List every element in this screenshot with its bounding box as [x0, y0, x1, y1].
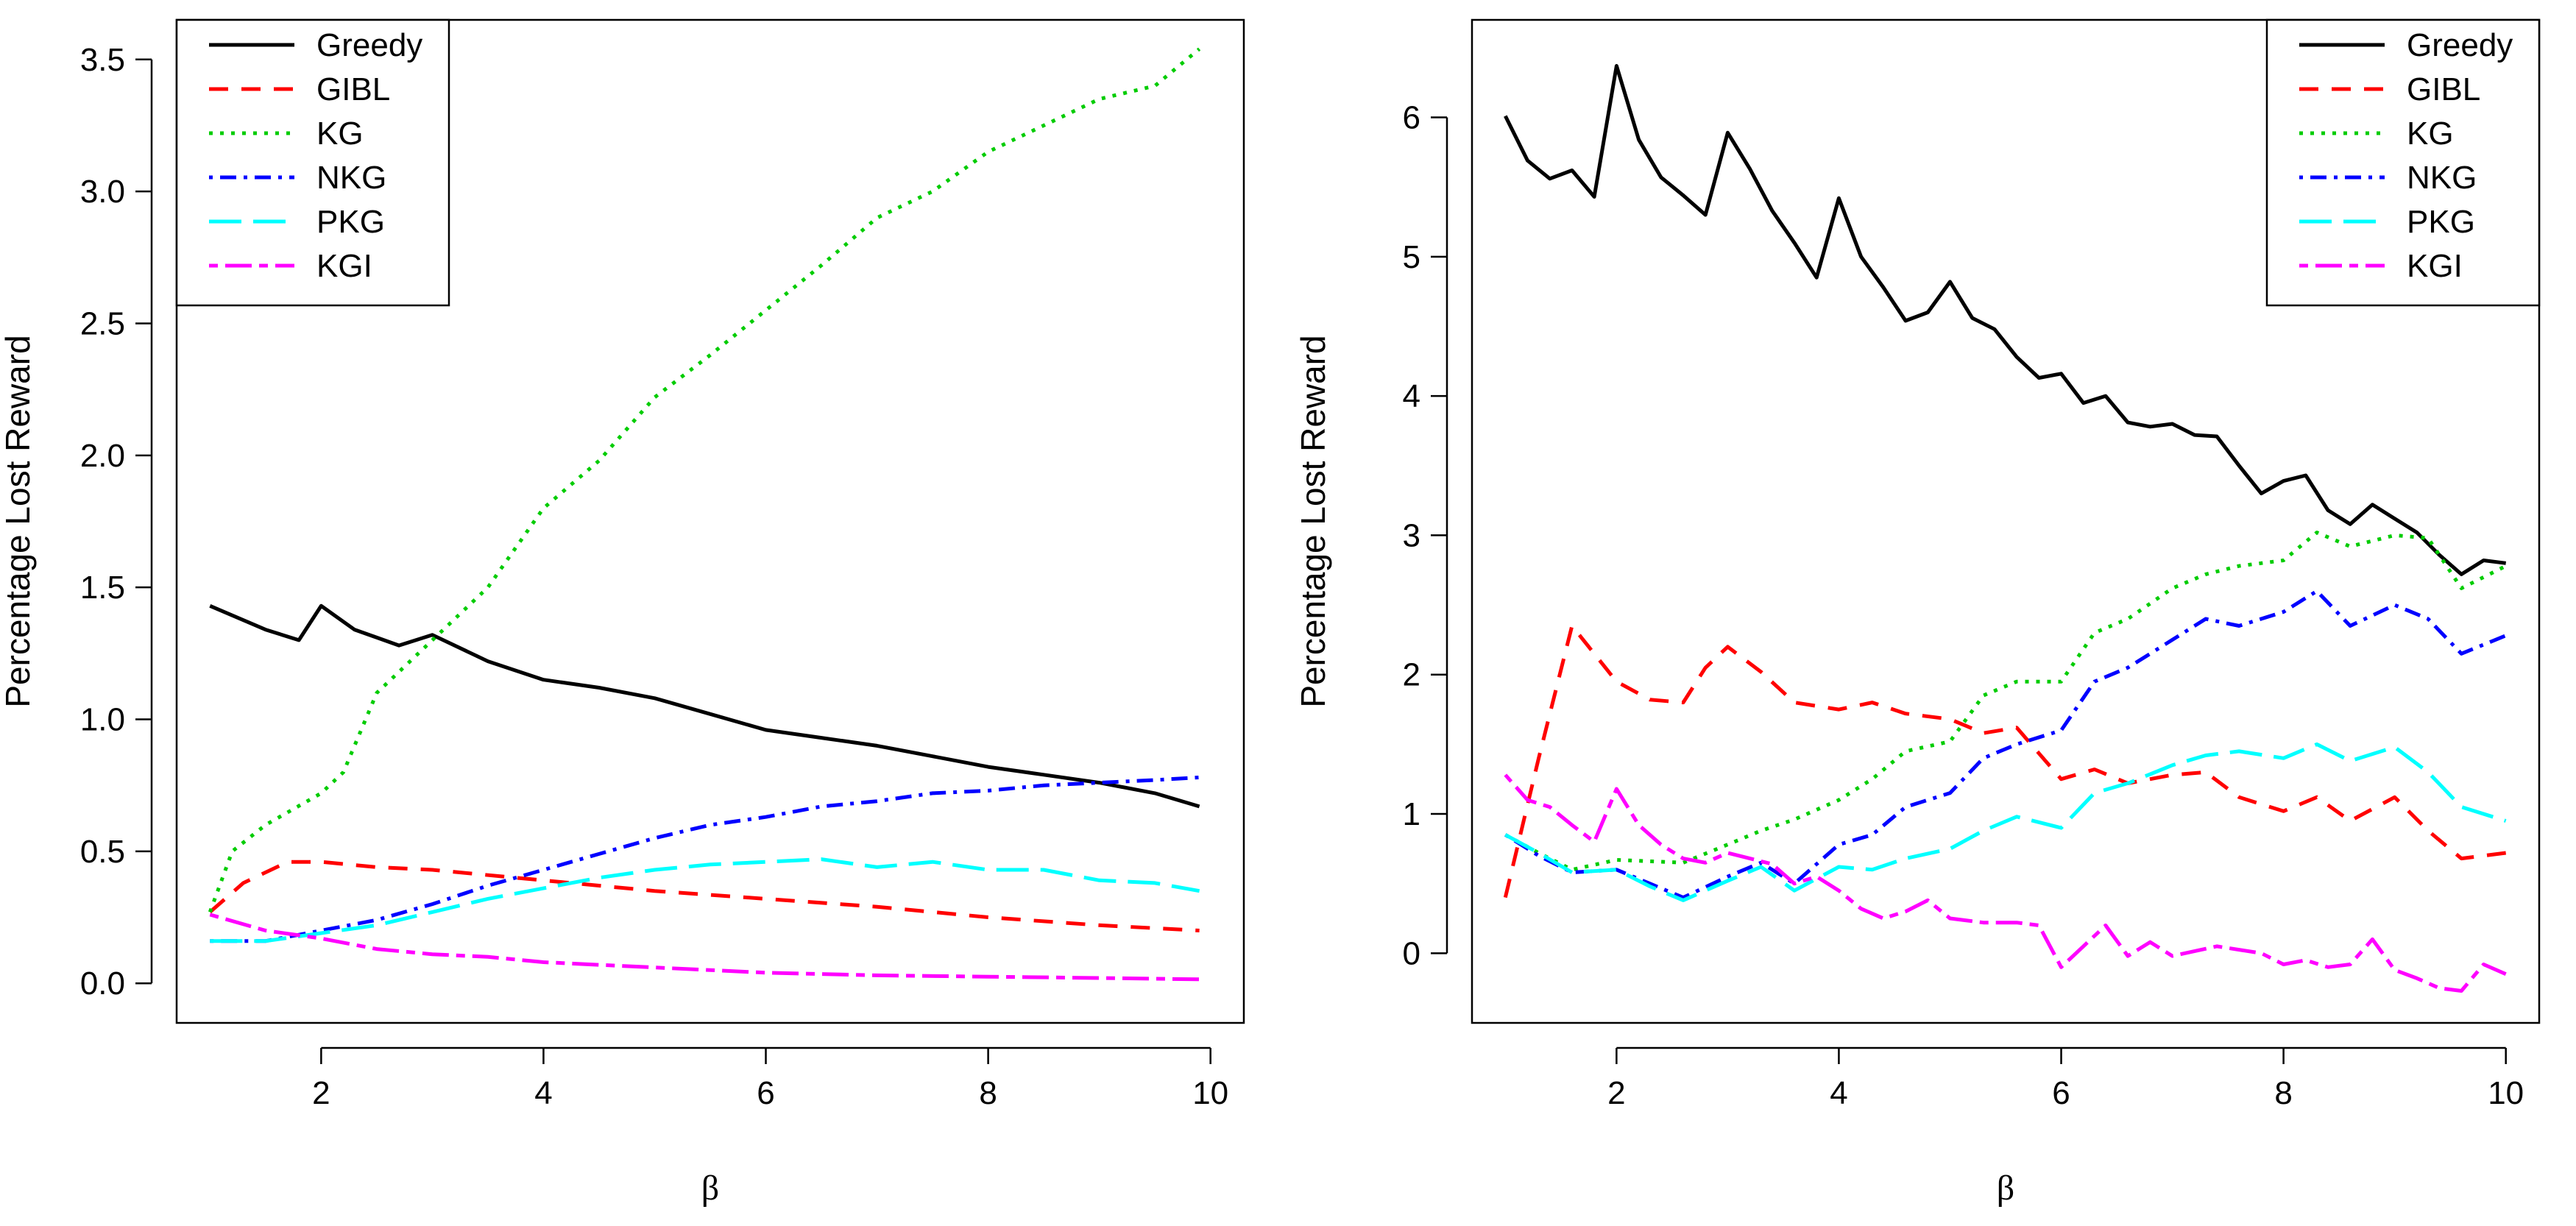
y-tick-label: 1.0: [80, 702, 125, 738]
legend-label-greedy: Greedy: [316, 27, 422, 63]
x-tick-label: 10: [1192, 1075, 1228, 1111]
chart-panel-1: 2 4 6 8 10 β 0.0 0.5 1.0 1.5 2.0 2.5 3.0 3.5 Percentag…: [0, 18, 1245, 1208]
y-axis: 0 1 2 3 4 5 6 Percentage Lost Reward: [1294, 100, 1448, 971]
series-line-kgi: [1504, 773, 2507, 993]
legend: Greedy GIBL KG NKG PKG KGI: [2265, 18, 2541, 307]
y-tick-label: 2: [1403, 657, 1420, 693]
y-tick-label: 3.5: [80, 42, 125, 78]
legend-box: [175, 18, 450, 307]
y-tick-label: 5: [1403, 239, 1420, 275]
legend-label-gibl: GIBL: [2407, 71, 2480, 107]
y-tick-label: 1: [1403, 796, 1420, 832]
series-line-gibl: [1503, 624, 2507, 899]
legend-label-gibl: GIBL: [316, 71, 390, 107]
x-axis-label: β: [701, 1169, 719, 1208]
y-tick-label: 0: [1403, 935, 1420, 971]
y-tick-label: 0.5: [80, 834, 125, 870]
legend: Greedy GIBL KG NKG PKG KGI: [175, 18, 450, 307]
y-tick-label: 4: [1403, 378, 1420, 414]
x-axis: 2 4 6 8 10 β: [1607, 1046, 2524, 1208]
y-tick-label: 3: [1403, 517, 1420, 553]
y-tick-label: 0.0: [80, 965, 125, 1002]
y-tick-label: 2.0: [80, 438, 125, 474]
legend-label-kg: KG: [316, 116, 364, 152]
y-axis-label: Percentage Lost Reward: [1294, 335, 1332, 707]
x-tick-label: 8: [979, 1075, 997, 1111]
series-line-kgi: [209, 913, 1200, 982]
legend-label-greedy: Greedy: [2407, 27, 2513, 63]
y-tick-label: 6: [1403, 100, 1420, 136]
series-group: [1503, 64, 2507, 993]
y-axis-label: Percentage Lost Reward: [0, 335, 37, 707]
y-tick-label: 1.5: [80, 570, 125, 606]
series-line-greedy: [209, 603, 1200, 809]
x-tick-label: 10: [2488, 1075, 2524, 1111]
x-tick-label: 4: [1830, 1075, 1847, 1111]
chart-panel-2: 2 4 6 8 10 β 0 1 2 3 4 5 6 Percentage Lost Reward Gree…: [1294, 18, 2541, 1208]
series-line-pkg: [210, 857, 1200, 943]
legend-label-pkg: PKG: [316, 204, 385, 240]
plot-frame: [1471, 18, 2541, 1024]
x-tick-label: 2: [1607, 1075, 1625, 1111]
x-tick-label: 4: [534, 1075, 552, 1111]
series-line-nkg: [1504, 589, 2507, 900]
x-tick-label: 8: [2274, 1075, 2292, 1111]
legend-box: [2265, 18, 2541, 307]
y-tick-label: 2.5: [80, 305, 125, 341]
series-line-pkg: [1504, 742, 2507, 902]
x-axis-label: β: [1997, 1169, 2014, 1208]
legend-label-kgi: KGI: [316, 248, 372, 284]
y-axis: 0.0 0.5 1.0 1.5 2.0 2.5 3.0 3.5 Percentage Lost …: [0, 42, 153, 1002]
series-line-gibl: [208, 860, 1200, 932]
plot-frame: [175, 18, 1245, 1024]
x-tick-label: 2: [312, 1075, 330, 1111]
series-group: [208, 47, 1201, 982]
legend-label-nkg: NKG: [316, 160, 386, 196]
x-tick-label: 6: [757, 1075, 774, 1111]
y-tick-label: 3.0: [80, 174, 125, 210]
legend-label-kg: KG: [2407, 116, 2454, 152]
series-line-greedy: [1504, 64, 2507, 576]
legend-label-kgi: KGI: [2407, 248, 2463, 284]
legend-label-nkg: NKG: [2407, 160, 2477, 196]
series-line-nkg: [210, 775, 1200, 943]
x-axis: 2 4 6 8 10 β: [312, 1046, 1228, 1208]
legend-label-pkg: PKG: [2407, 204, 2475, 240]
x-tick-label: 6: [2052, 1075, 2070, 1111]
